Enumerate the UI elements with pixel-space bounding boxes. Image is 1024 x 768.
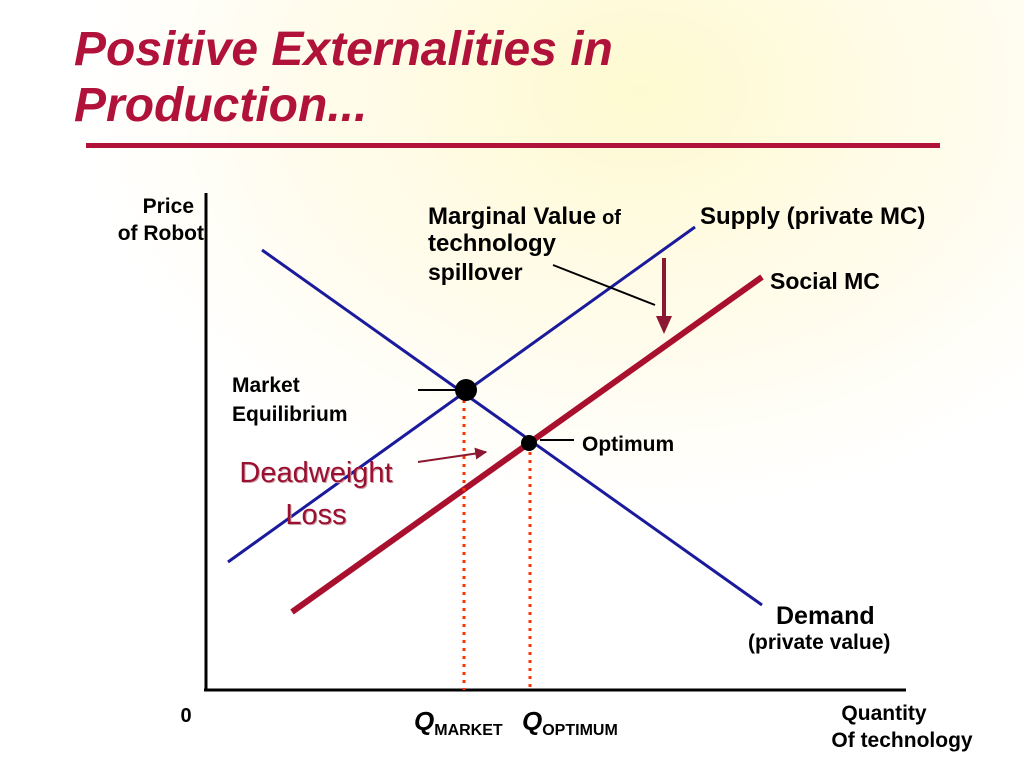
- spillover-label-line-3: spillover: [428, 259, 523, 285]
- supply-label: Supply (private MC): [700, 203, 925, 230]
- y-axis-label-line-1: Price: [143, 195, 194, 218]
- market-equilibrium-point: [455, 379, 477, 401]
- spillover-label-of: of: [602, 207, 621, 229]
- page-title: Positive Externalities in Production...: [74, 22, 613, 134]
- spillover-label-main: Marginal Value: [428, 203, 596, 230]
- x-axis-label-line-2: Of technology: [831, 729, 972, 752]
- optimum-label: Optimum: [582, 433, 674, 456]
- deadweight-loss-label-line-2: Loss: [285, 499, 346, 531]
- social-mc-label: Social MC: [770, 268, 880, 294]
- optimum-point: [521, 435, 537, 451]
- q-optimum-subscript: OPTIMUM: [542, 722, 618, 739]
- market-equilibrium-label-line-2: Equilibrium: [232, 403, 348, 426]
- shift-arrow-head: [656, 316, 672, 334]
- deadweight-loss-label-line-1: Deadweight: [239, 457, 392, 489]
- page-title-line-1: Positive Externalities in: [74, 23, 613, 76]
- page-title-line-2: Production...: [74, 79, 368, 132]
- q-optimum-label: QOPTIMUM: [522, 706, 618, 739]
- q-market-subscript: MARKET: [434, 722, 503, 739]
- y-axis-label-line-2: of Robot: [118, 222, 204, 245]
- demand-curve: [261, 248, 763, 607]
- deadweight-arrow: [417, 447, 488, 463]
- spillover-pointer: [552, 264, 656, 306]
- spillover-label-line-2: technology: [428, 230, 557, 257]
- demand-label-line-2: (private value): [748, 631, 890, 654]
- q-market-letter: Q: [414, 706, 434, 736]
- x-axis-label-line-1: Quantity: [841, 702, 926, 725]
- market-equilibrium-label-line-1: Market: [232, 374, 300, 397]
- demand-label-line-1: Demand: [776, 602, 875, 630]
- q-market-label: QMARKET: [414, 706, 503, 739]
- spillover-label-line-1: Marginal Value of: [428, 203, 621, 230]
- title-underline: [86, 143, 940, 148]
- origin-label: 0: [180, 705, 191, 727]
- q-optimum-letter: Q: [522, 706, 542, 736]
